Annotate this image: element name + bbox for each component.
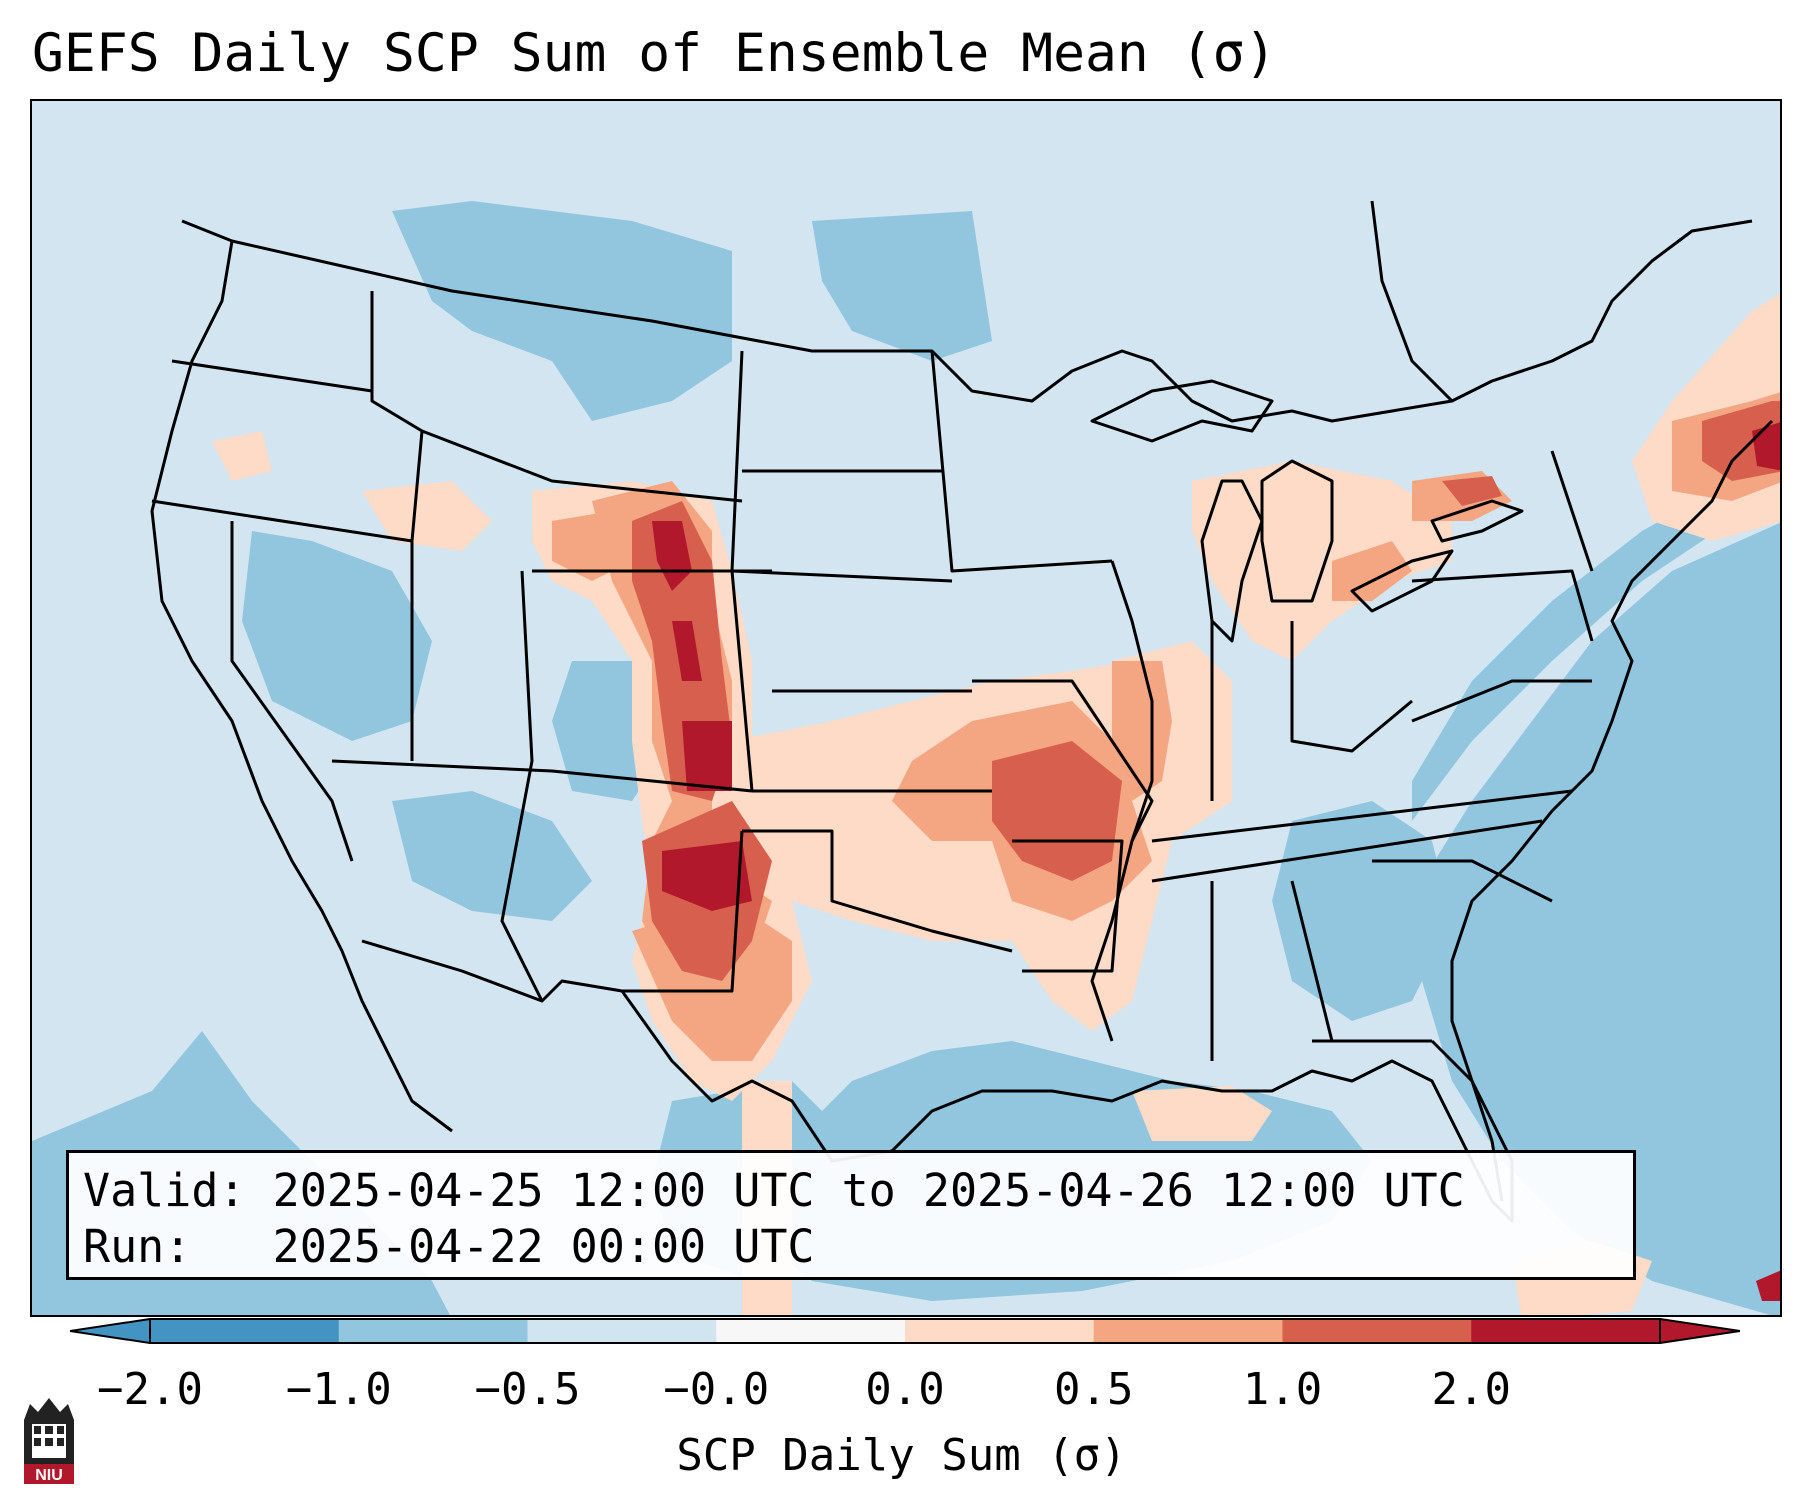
- co-nm-border: [730, 570, 754, 792]
- erie-medium-anomaly: [1332, 541, 1412, 601]
- run-time: 2025-04-22 00:00 UTC: [272, 1220, 815, 1273]
- lake-ontario: [1430, 499, 1524, 543]
- nm-tx-border: [622, 830, 744, 993]
- canada-region: [812, 211, 992, 361]
- colorbar-extend-high: [1659, 1318, 1740, 1344]
- valid-label: Valid:: [83, 1164, 246, 1217]
- southwest-region: [392, 791, 592, 921]
- kansas-max-anomaly: [672, 621, 702, 681]
- run-label: Run:: [83, 1220, 192, 1273]
- us-mexico-border: [361, 939, 893, 1163]
- colorbar-tick-label: 0.5: [1054, 1364, 1134, 1415]
- ca-nv-border: [230, 521, 354, 862]
- dakotas-border: [730, 350, 744, 572]
- pa-ny-border: [1411, 569, 1594, 642]
- valid-run-info-box: Valid: 2025-04-25 12:00 UTC to 2025-04-2…: [66, 1150, 1636, 1280]
- anomaly-map: [32, 200, 1780, 1315]
- canada-east-border: [1370, 200, 1454, 403]
- az-nm-border: [331, 759, 753, 793]
- panhandle-border: [742, 829, 1013, 953]
- mn-ia-border: [930, 350, 1113, 573]
- atlantic-ocean-region: [1422, 522, 1780, 1315]
- al-ga-border: [1290, 880, 1334, 1042]
- sd-ne-border: [731, 569, 953, 583]
- mo-border: [972, 679, 1154, 842]
- colorbar: [70, 1318, 1740, 1344]
- niu-logo-text: NIU: [35, 1467, 63, 1484]
- colorbar-tick-label: −1.0: [285, 1364, 392, 1415]
- colorbar-tick-labels: −2.0 −1.0 −0.5 −0.0 0.0 0.5 1.0 2.0: [0, 1362, 1803, 1422]
- ut-co-border: [500, 570, 544, 1002]
- eastern-colorado-max-anomaly: [682, 721, 732, 791]
- map-title: GEFS Daily SCP Sum of Ensemble Mean (σ): [32, 23, 1277, 84]
- colorbar-tick-label: 1.0: [1242, 1364, 1323, 1415]
- oregon-light-anomaly: [212, 431, 272, 481]
- us-canada-border: [231, 219, 1753, 423]
- colorbar-tick-label: −0.5: [474, 1364, 581, 1415]
- ontario-strong-anomaly: [1442, 476, 1502, 506]
- lake-erie: [1350, 549, 1454, 613]
- caribbean-max-anomaly: [1756, 1270, 1780, 1301]
- lake-michigan: [1200, 479, 1264, 643]
- ky-tn-border: [1151, 819, 1543, 883]
- oh-border: [1290, 621, 1413, 753]
- colorado-max-anomaly: [652, 521, 692, 591]
- colorbar-segment: [527, 1319, 717, 1343]
- colorbar-label: SCP Daily Sum (σ): [676, 1430, 1127, 1481]
- wyoming-medium-anomaly: [552, 511, 632, 581]
- carolinas-border: [1372, 859, 1553, 903]
- west-coast-line: [150, 219, 453, 1133]
- colorbar-tick-label: 0.0: [865, 1364, 945, 1415]
- colorbar-segment: [338, 1319, 528, 1343]
- great-basin-region: [242, 531, 432, 741]
- mt-wy-border: [421, 429, 743, 503]
- colorbar-segment: [1282, 1319, 1472, 1343]
- tn-border: [1151, 789, 1573, 843]
- colorbar-segment: [1093, 1319, 1283, 1343]
- colorbar-segment: [716, 1319, 906, 1343]
- colorbar-segments: [70, 1318, 1740, 1344]
- wa-or-border: [171, 359, 373, 393]
- mississippi-river: [1090, 560, 1154, 1042]
- michigan-peninsula: [1260, 459, 1334, 603]
- arkansas-strong-anomaly: [992, 741, 1122, 881]
- colorbar-tick-label: −2.0: [97, 1364, 203, 1415]
- panhandle-max-anomaly: [662, 841, 752, 911]
- colorbar-extend-low: [70, 1318, 151, 1344]
- map-panel: [30, 99, 1782, 1317]
- great-basin-light-anomaly: [362, 481, 492, 551]
- lake-superior: [1090, 379, 1274, 443]
- va-border: [1411, 679, 1592, 723]
- colorbar-tick-label: −0.0: [663, 1364, 770, 1415]
- colorbar-outline: [149, 1318, 1661, 1344]
- idaho-border: [370, 291, 424, 542]
- colorbar-tick-label: 2.0: [1431, 1364, 1511, 1415]
- colorbar-segment: [1471, 1319, 1661, 1343]
- northwest-region: [392, 201, 732, 421]
- colorbar-segment: [150, 1319, 340, 1343]
- ny-border: [1550, 450, 1594, 572]
- colorbar-segment: [905, 1319, 1095, 1343]
- or-ca-border: [151, 499, 413, 543]
- valid-time-range: 2025-04-25 12:00 UTC to 2025-04-26 12:00…: [272, 1164, 1465, 1217]
- gulf-light-anomaly: [1132, 1086, 1272, 1141]
- niu-logo: NIU: [24, 1398, 74, 1484]
